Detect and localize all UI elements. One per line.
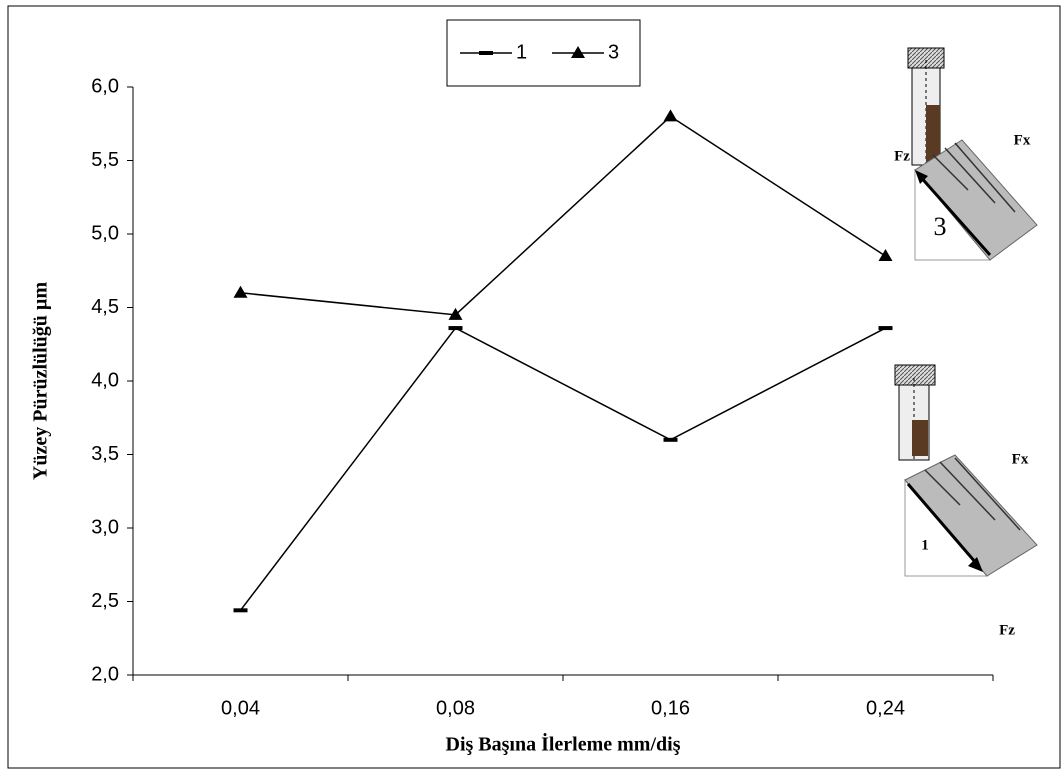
marker	[479, 51, 493, 55]
y-tick-label: 6,0	[91, 75, 119, 97]
y-axis-title: Yüzey Pürüzlülüğü µm	[30, 282, 52, 481]
annotation: Fz	[999, 622, 1015, 638]
series-line	[241, 116, 886, 314]
series-line	[241, 328, 886, 610]
annotation: Fx	[1012, 451, 1029, 467]
marker	[664, 109, 678, 121]
marker	[879, 326, 893, 330]
legend-label: 3	[608, 41, 619, 63]
annotation: Fz	[894, 148, 910, 164]
x-tick-label: 0,04	[221, 697, 260, 719]
inset-top: Fz Fx 3	[894, 48, 1037, 260]
marker	[664, 438, 678, 442]
y-tick-label: 4,5	[91, 296, 119, 318]
x-tick-label: 0,08	[436, 697, 475, 719]
marker	[234, 286, 248, 298]
legend-label: 1	[516, 41, 527, 63]
y-tick-label: 3,0	[91, 516, 119, 538]
y-tick-label: 5,0	[91, 222, 119, 244]
marker	[879, 249, 893, 261]
inset-bottom: Fx 1 Fz	[895, 365, 1037, 638]
y-tick-label: 3,5	[91, 443, 119, 465]
chart: Diş Başına İlerleme mm/diş Yüzey Pürüzlü…	[0, 0, 1061, 769]
x-tick-label: 0,24	[866, 697, 905, 719]
marker	[234, 608, 248, 612]
y-tick-label: 2,0	[91, 663, 119, 685]
y-tick-label: 4,0	[91, 369, 119, 391]
y-tick-label: 5,5	[91, 149, 119, 171]
annotation: Fx	[1014, 132, 1031, 148]
annotation: 1	[921, 537, 929, 553]
annotation: 3	[934, 212, 947, 241]
x-tick-label: 0,16	[651, 697, 690, 719]
marker	[449, 326, 463, 330]
x-axis-title: Diş Başına İlerleme mm/diş	[446, 732, 681, 756]
y-tick-label: 2,5	[91, 590, 119, 612]
